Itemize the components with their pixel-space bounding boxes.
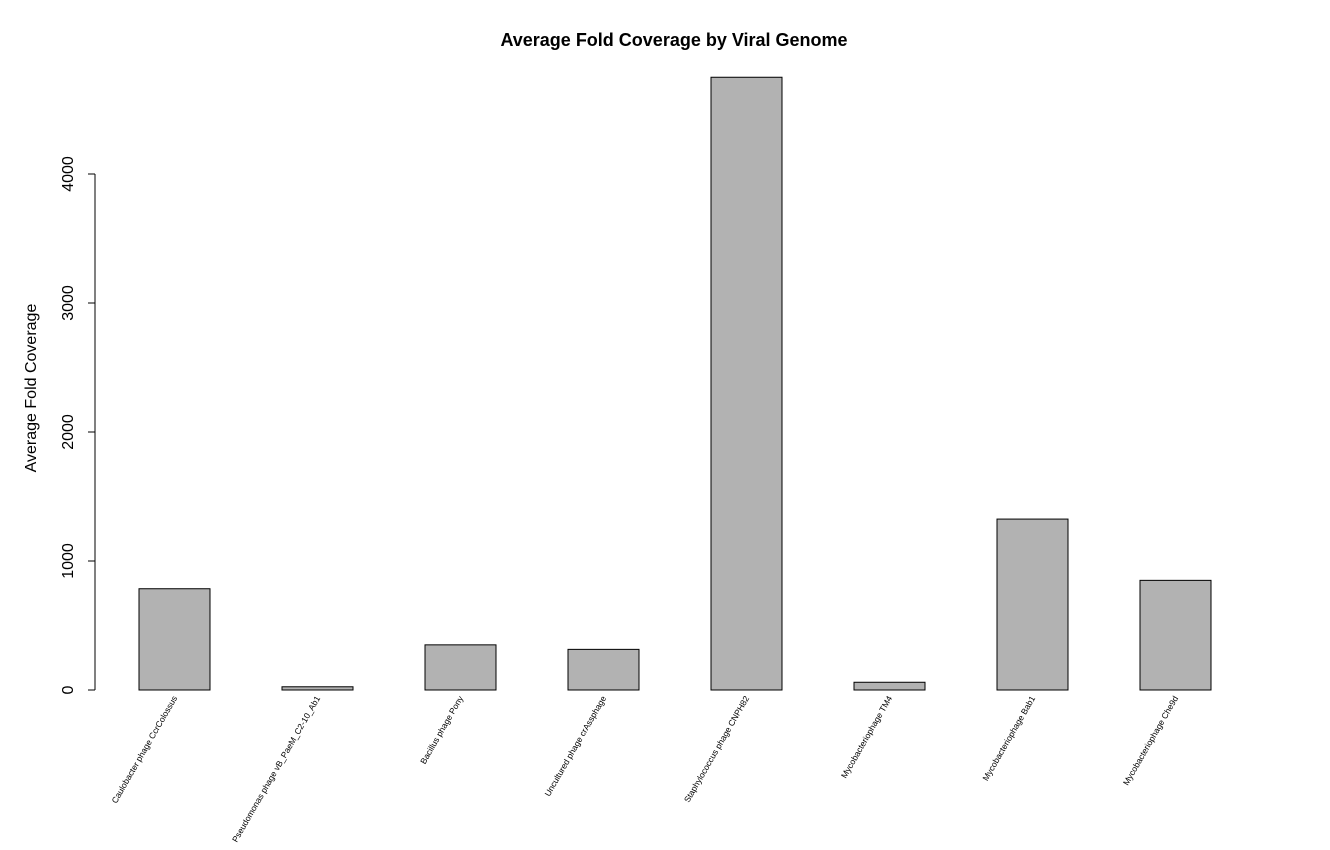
x-category-label: Mycobacteriophage Che9d [1121,694,1181,787]
y-tick-label: 4000 [60,156,77,192]
x-category-label: Bacillus phage Pony [418,693,466,765]
x-category-label: Mycobacteriophage Bab1 [980,694,1037,783]
bar [853,681,926,691]
bar [281,686,354,691]
bar [138,588,211,691]
bar [567,648,640,691]
y-tick-label: 3000 [60,285,77,321]
y-axis: 0 1000 2000 3000 4000 [60,156,96,694]
bar [424,644,497,691]
category-labels: Caulobacter phage CcrColossus Pseudomonas… [109,693,1180,844]
bar [710,76,783,691]
x-category-label: Caulobacter phage CcrColossus [109,694,179,805]
bars-group [138,76,1212,691]
x-category-label: Uncultured phage crAssphage [542,694,608,798]
y-tick-label: 2000 [60,414,77,450]
chart-title: Average Fold Coverage by Viral Genome [500,30,847,50]
x-category-label: Mycobacteriophage TM4 [839,694,894,780]
x-category-label: Staphylococcus phage CNPH82 [682,694,752,804]
bar [1139,579,1212,691]
y-axis-label: Average Fold Coverage [23,304,40,473]
x-category-label: Pseudomonas phage vB_PaeM_C2-10_Ab1 [230,694,322,844]
y-tick-label: 1000 [60,543,77,579]
bar [996,518,1069,691]
y-tick-label: 0 [60,685,77,694]
